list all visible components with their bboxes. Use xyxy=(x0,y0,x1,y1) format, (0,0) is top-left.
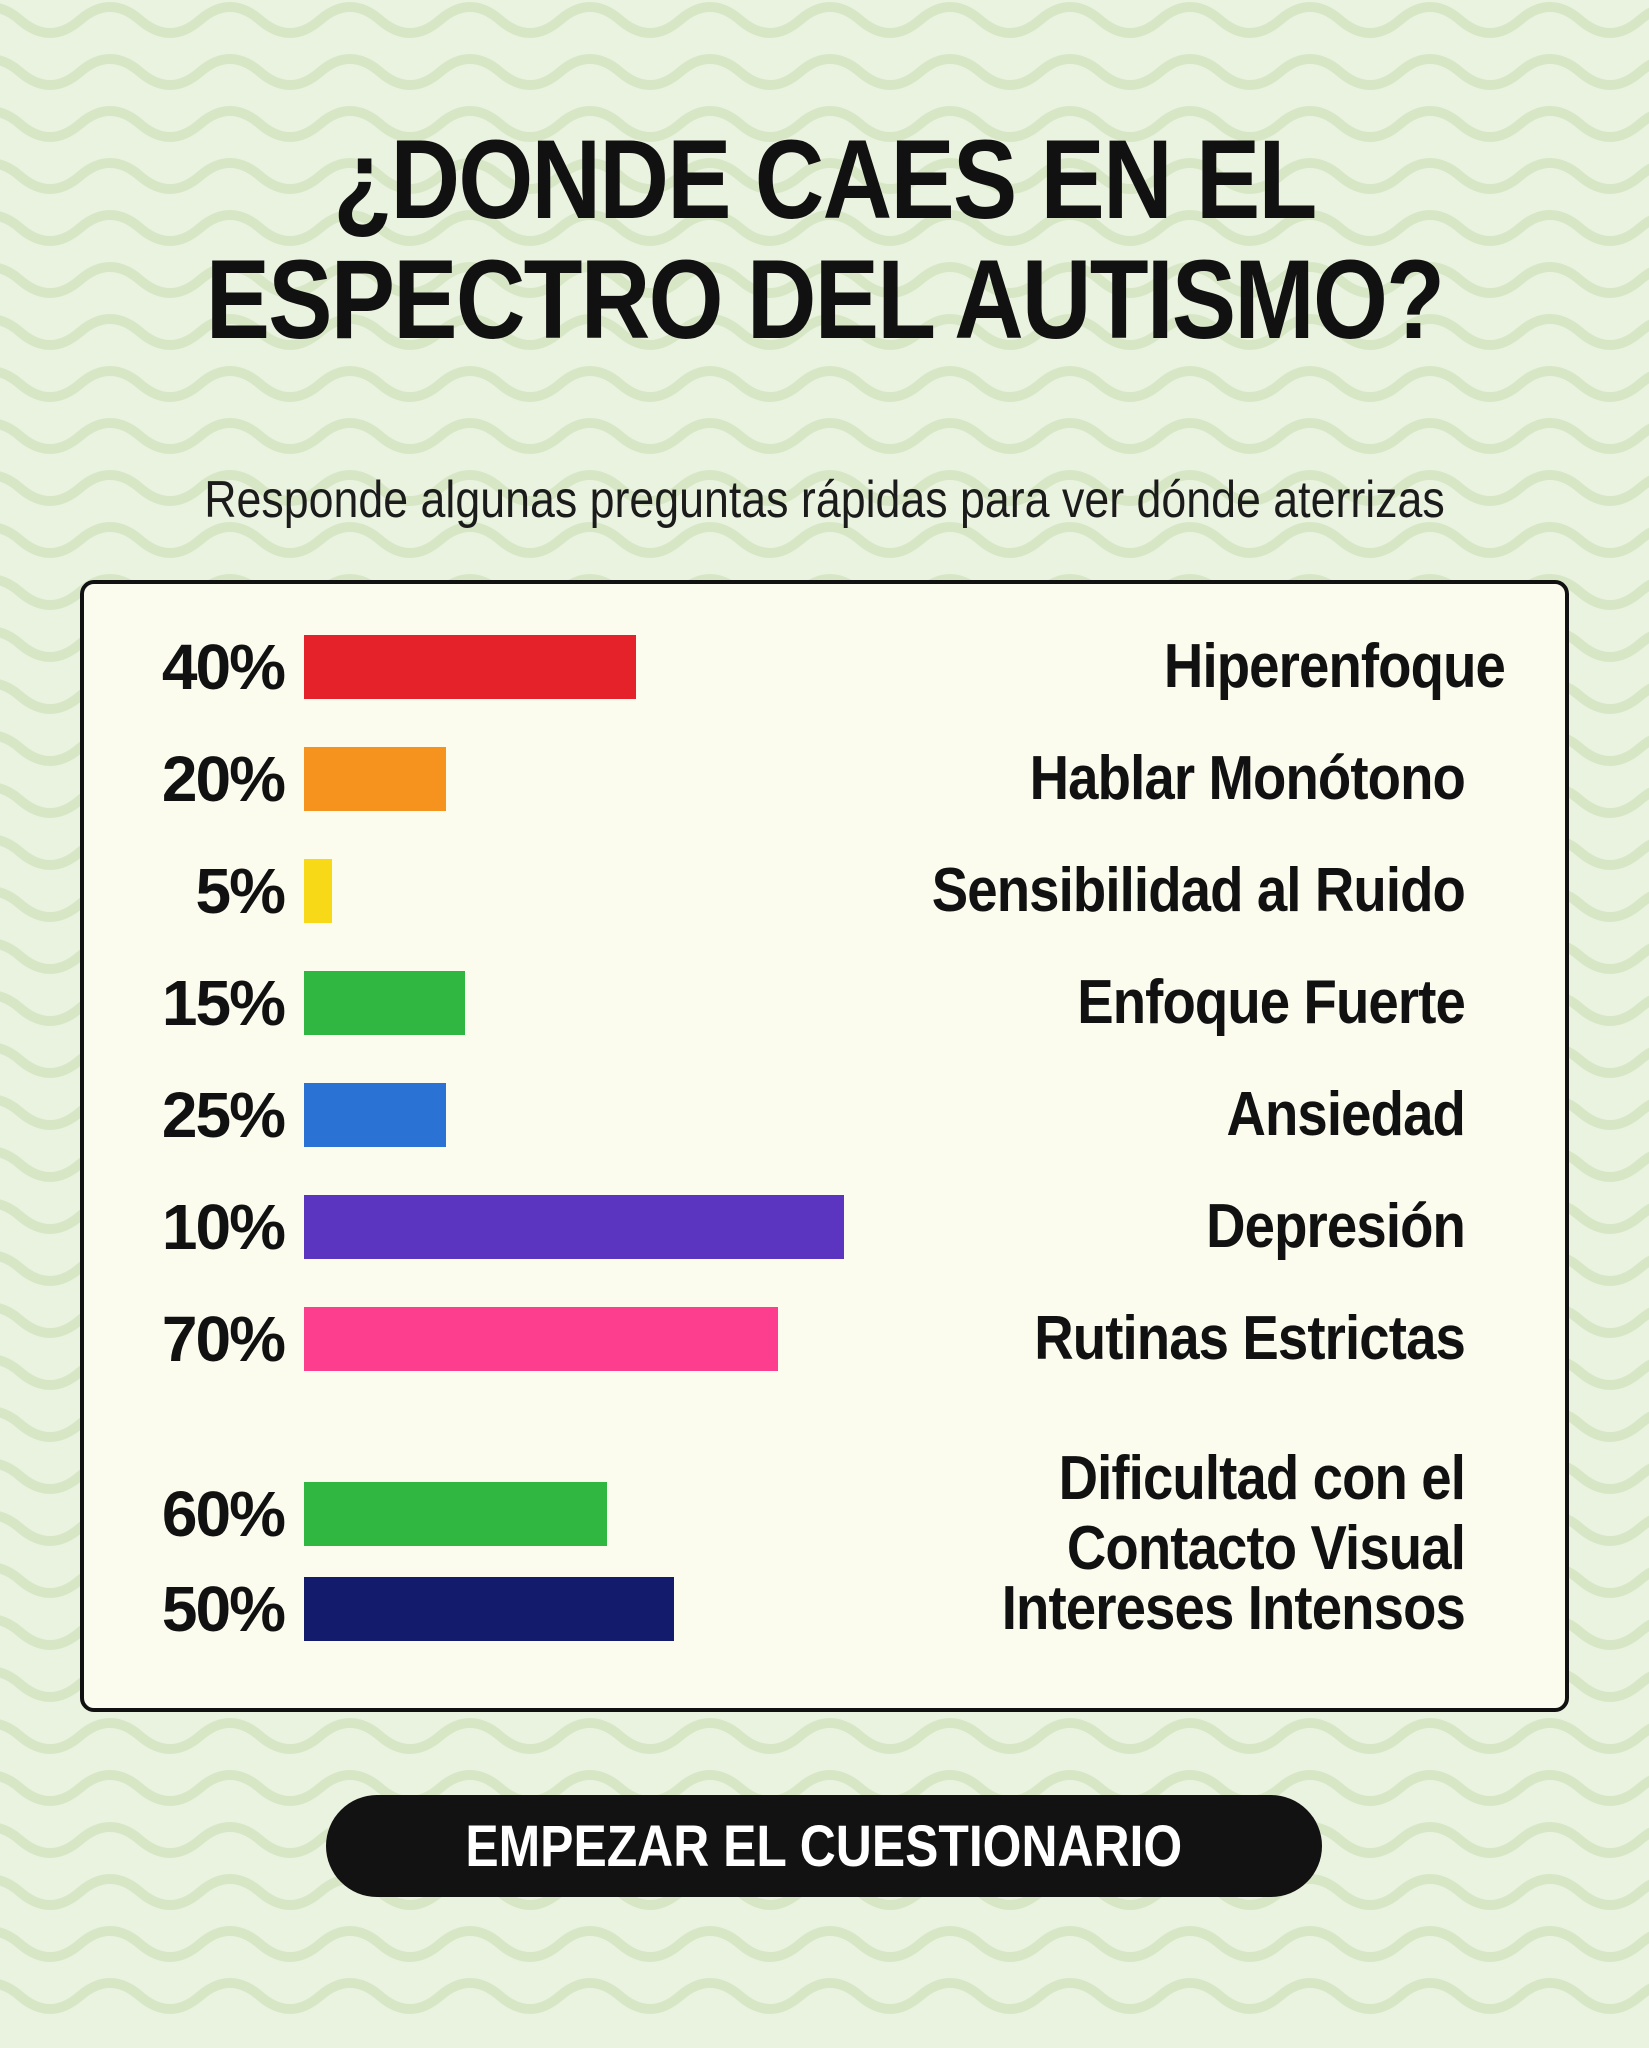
category-label: Intereses Intensos xyxy=(1001,1574,1466,1643)
category-label: Depresión xyxy=(1206,1192,1466,1261)
percent-label: 50% xyxy=(161,1573,286,1645)
category-label: Rutinas Estrictas xyxy=(1034,1304,1466,1373)
percent-label: 15% xyxy=(161,967,286,1039)
subtitle: Responde algunas preguntas rápidas para … xyxy=(204,471,1445,529)
chart-bar xyxy=(304,1577,674,1641)
category-label: Enfoque Fuerte xyxy=(1077,968,1466,1037)
start-quiz-button-label: EMPEZAR EL CUESTIONARIO xyxy=(465,1813,1183,1879)
category-label: Dificultad con el Contacto Visual xyxy=(1058,1444,1466,1583)
background-wave xyxy=(0,366,1649,402)
chart-row: 60% Dificultad con el Contacto Visual xyxy=(84,1444,1565,1584)
chart-bar xyxy=(304,1083,446,1147)
chart-bar xyxy=(304,1195,844,1259)
title-line-1: ¿DONDE CAES EN EL xyxy=(333,117,1317,242)
chart-row: 25% Ansiedad xyxy=(84,1080,1565,1150)
category-label: Hablar Monótono xyxy=(1029,744,1466,813)
category-label: Sensibilidad al Ruido xyxy=(931,856,1466,925)
percent-label: 10% xyxy=(161,1191,286,1263)
background-wave xyxy=(0,54,1649,90)
start-quiz-button[interactable]: EMPEZAR EL CUESTIONARIO xyxy=(326,1795,1322,1897)
chart-row: 70% Rutinas Estrictas xyxy=(84,1304,1565,1374)
chart-row: 20% Hablar Monótono xyxy=(84,744,1565,814)
percent-label: 60% xyxy=(161,1478,286,1550)
chart-row: 40% Hiperenfoque xyxy=(84,632,1565,702)
percent-label: 40% xyxy=(161,631,286,703)
results-chart-card: 40% Hiperenfoque 20% Hablar Monótono 5% Sensi… xyxy=(80,580,1569,1712)
background-wave xyxy=(0,1926,1649,1962)
background-wave xyxy=(0,2,1649,38)
background-wave xyxy=(0,418,1649,454)
background-wave xyxy=(0,522,1649,558)
page-title: ¿DONDE CAES EN EL ESPECTRO DEL AUTISMO? xyxy=(115,120,1533,360)
chart-row: 5% Sensibilidad al Ruido xyxy=(84,856,1565,926)
chart-bar xyxy=(304,971,465,1035)
percent-label: 70% xyxy=(161,1303,286,1375)
background-wave xyxy=(0,1978,1649,2014)
chart-bar xyxy=(304,859,332,923)
chart-row: 10% Depresión xyxy=(84,1192,1565,1262)
background-wave xyxy=(0,1718,1649,1754)
chart-bar xyxy=(304,635,636,699)
category-label: Hiperenfoque xyxy=(1163,632,1506,701)
chart-row: 50% Intereses Intensos xyxy=(84,1574,1565,1644)
chart-bar xyxy=(304,747,446,811)
percent-label: 25% xyxy=(161,1079,286,1151)
title-line-2: ESPECTRO DEL AUTISMO? xyxy=(205,237,1445,362)
category-label: Ansiedad xyxy=(1226,1080,1465,1149)
chart-bar xyxy=(304,1482,607,1546)
percent-label: 20% xyxy=(161,743,286,815)
chart-row: 15% Enfoque Fuerte xyxy=(84,968,1565,1038)
chart-bar xyxy=(304,1307,778,1371)
percent-label: 5% xyxy=(195,855,287,927)
